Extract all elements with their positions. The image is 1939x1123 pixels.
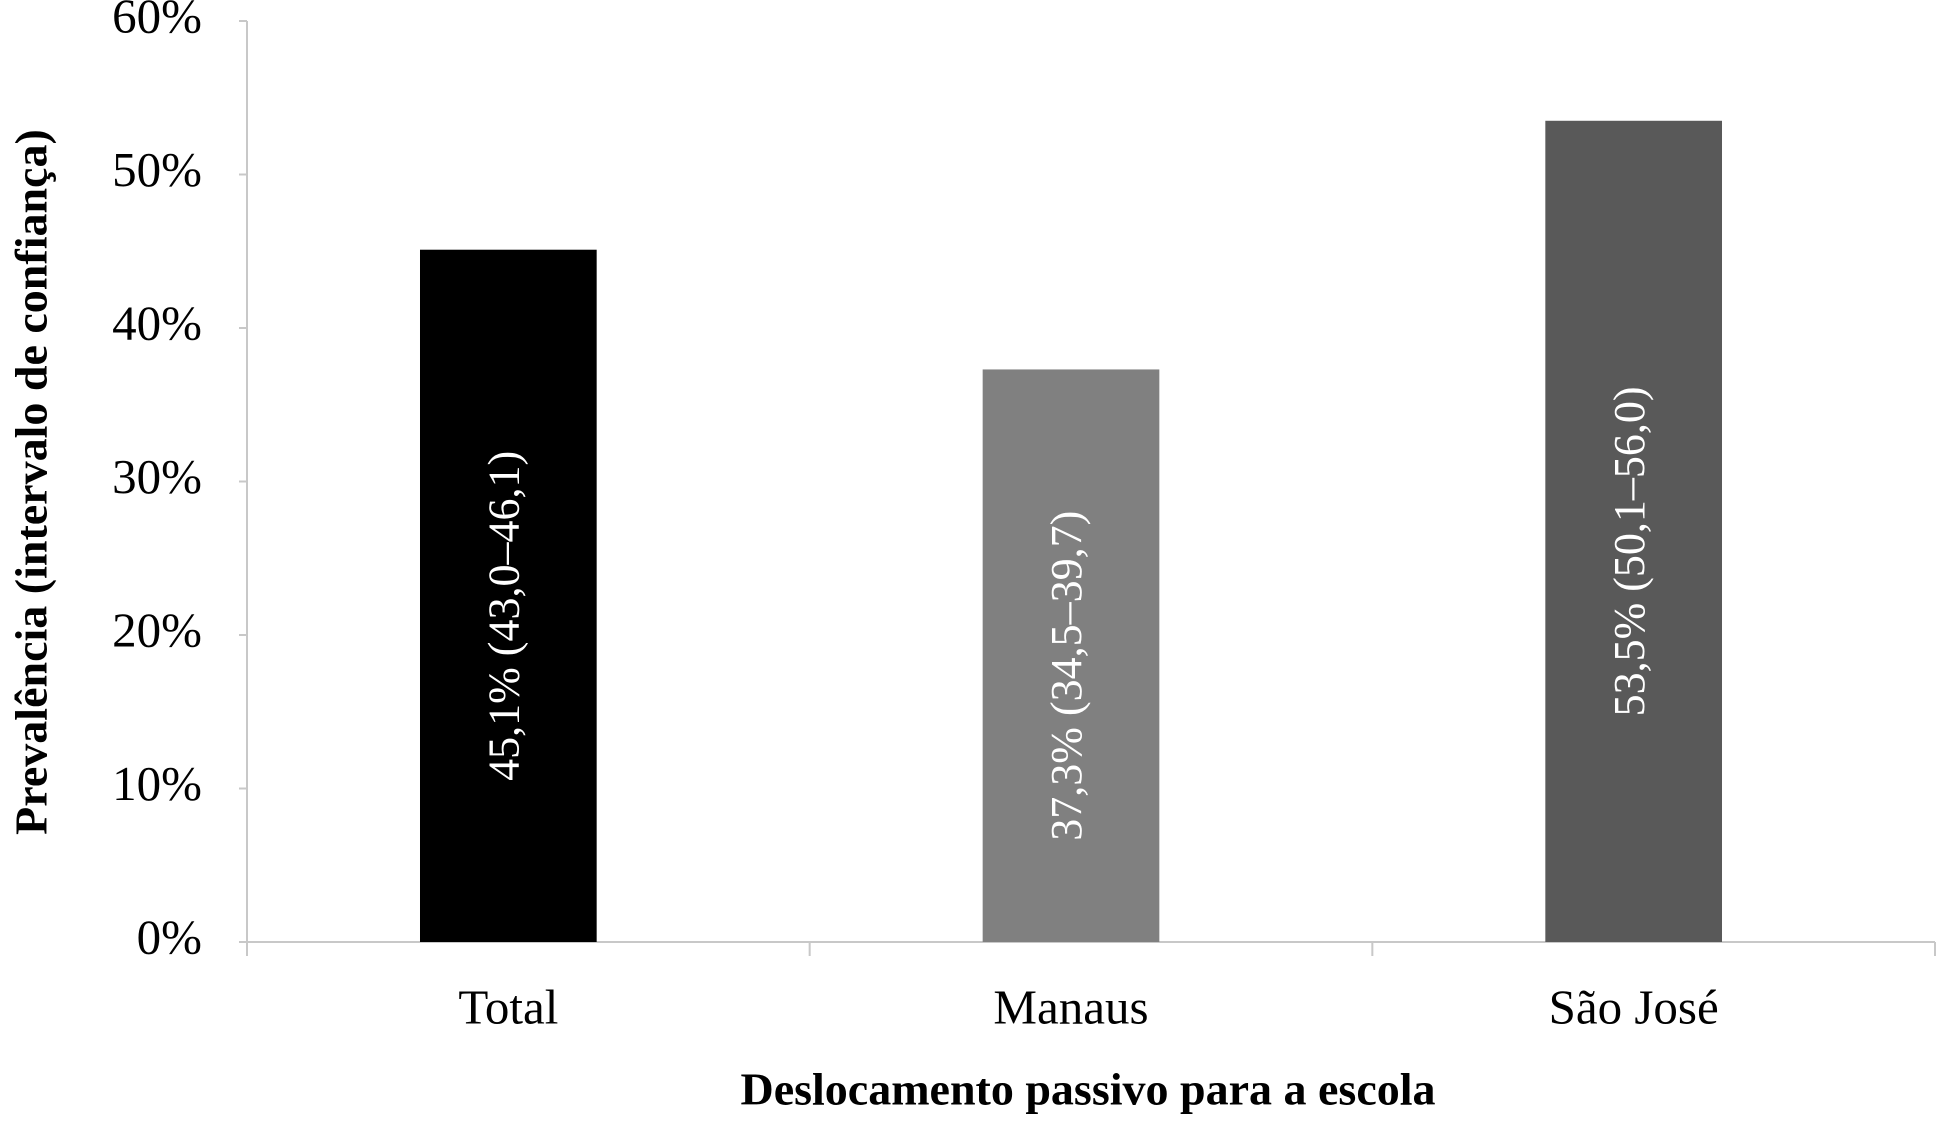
- y-tick-label: 50%: [112, 142, 202, 197]
- y-axis-title: Prevalência (intervalo de confiança): [6, 129, 57, 835]
- x-axis-title: Deslocamento passivo para a escola: [740, 1064, 1435, 1115]
- x-tick-label: São José: [1549, 979, 1719, 1034]
- x-tick-label: Total: [458, 979, 558, 1034]
- value-label: 37,3% (34,5–39,7): [1042, 511, 1091, 841]
- y-tick-label: 60%: [112, 0, 202, 43]
- y-tick-label: 40%: [112, 295, 202, 350]
- y-tick-label: 20%: [112, 602, 202, 657]
- y-tick-label: 10%: [112, 756, 202, 811]
- y-tick-label: 0%: [137, 909, 202, 964]
- y-tick-label: 30%: [112, 449, 202, 504]
- value-label: 53,5% (50,1–56,0): [1605, 386, 1654, 716]
- bar: [419, 249, 597, 943]
- bar: [1545, 120, 1723, 942]
- value-label: 45,1% (43,0–46,1): [479, 451, 528, 781]
- bar: [982, 369, 1160, 942]
- x-tick-label: Manaus: [993, 979, 1148, 1034]
